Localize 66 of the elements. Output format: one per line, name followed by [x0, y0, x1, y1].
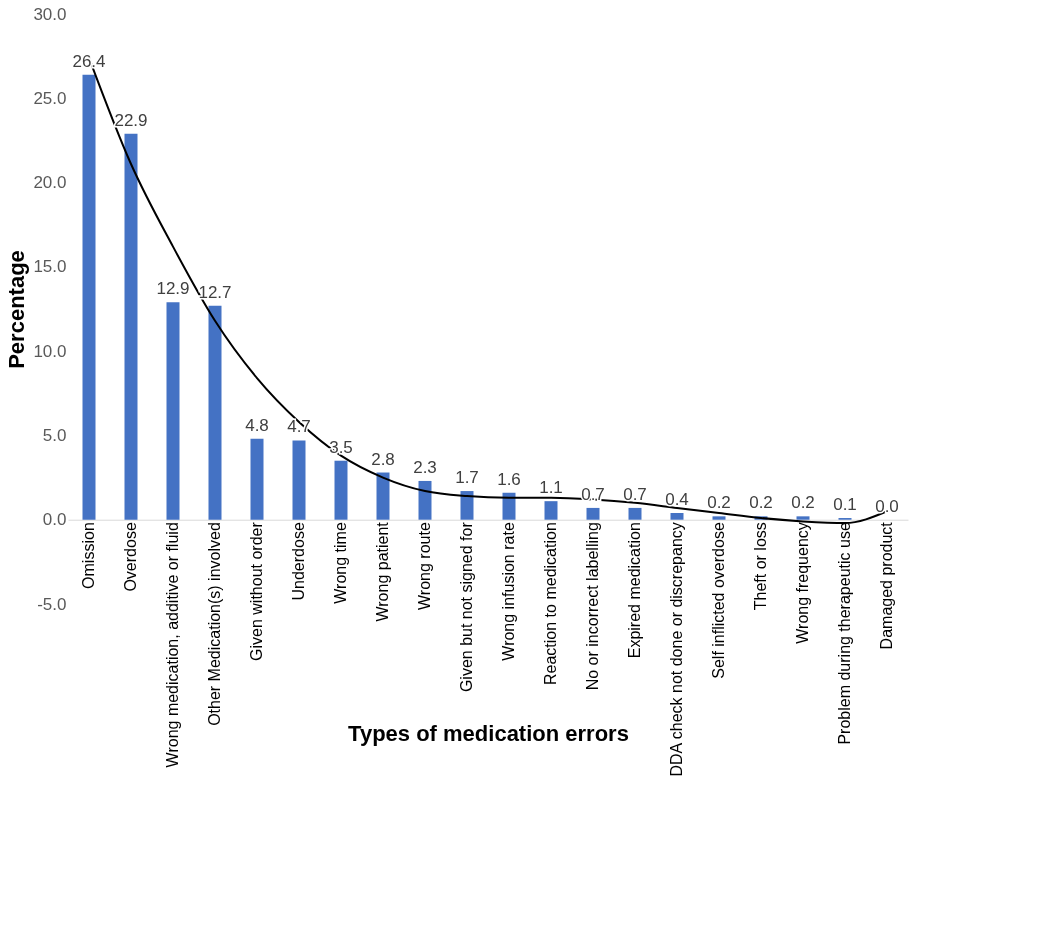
- y-tick-label: 20.0: [33, 173, 67, 193]
- x-tick-label: Wrong medication, additive or fluid: [164, 522, 181, 768]
- bar: [712, 516, 726, 520]
- x-tick-label: Other Medication(s) involved: [206, 522, 223, 726]
- data-label: 1.7: [455, 468, 479, 488]
- bar: [796, 516, 810, 520]
- x-tick-label: Theft or loss: [752, 522, 769, 611]
- bar: [250, 438, 264, 520]
- data-label: 0.7: [581, 484, 605, 504]
- y-tick-label: 25.0: [33, 88, 67, 108]
- x-tick-label: Given without order: [248, 521, 265, 661]
- data-label: 2.3: [413, 457, 437, 477]
- y-tick-label: 0.0: [42, 510, 67, 530]
- x-tick-label: Omission: [80, 522, 97, 589]
- data-label: 12.7: [198, 282, 232, 302]
- bar: [124, 133, 138, 520]
- bar: [460, 491, 474, 520]
- x-tick-label: Self inflicted overdose: [710, 522, 727, 679]
- data-label: 0.2: [707, 493, 731, 513]
- bar: [418, 480, 432, 520]
- data-label: 0.1: [833, 495, 857, 515]
- data-label: 4.8: [245, 415, 269, 435]
- bar: [670, 512, 684, 520]
- y-tick-label: -5.0: [37, 594, 67, 614]
- bar: [586, 507, 600, 520]
- data-label: 0.2: [749, 493, 773, 513]
- x-tick-label: No or incorrect labelling: [584, 522, 601, 691]
- x-tick-label: Wrong patient: [374, 521, 391, 622]
- data-label: 3.5: [329, 437, 353, 457]
- data-label: 0.0: [875, 496, 899, 516]
- x-tick-label: Overdose: [122, 522, 139, 592]
- x-tick-label: Wrong infusion rate: [500, 522, 517, 661]
- bar: [376, 472, 390, 520]
- bar: [334, 460, 348, 520]
- bar: [544, 501, 558, 520]
- x-tick-label: Wrong frequency: [794, 522, 811, 644]
- x-tick-label: Given but not signed for: [458, 521, 475, 693]
- y-tick-label: 30.0: [33, 4, 67, 24]
- x-axis-title: Types of medication errors: [348, 721, 629, 747]
- x-tick-label: Expired medication: [626, 522, 643, 659]
- data-label: 1.6: [497, 469, 521, 489]
- data-label: 0.2: [791, 493, 815, 513]
- data-label: 22.9: [114, 110, 148, 130]
- x-tick-label: Wrong time: [332, 522, 349, 604]
- data-label: 2.8: [371, 449, 395, 469]
- data-label: 0.7: [623, 484, 647, 504]
- y-tick-label: 10.0: [33, 341, 67, 361]
- data-label: 12.9: [156, 279, 190, 299]
- bar: [502, 492, 516, 520]
- x-tick-label: Wrong route: [416, 522, 433, 610]
- bar: [292, 440, 306, 520]
- data-label: 0.4: [665, 489, 689, 509]
- bar: [208, 305, 222, 520]
- y-axis-title: Percentage: [4, 250, 30, 369]
- bar: [628, 507, 642, 520]
- data-label: 1.1: [539, 478, 563, 498]
- y-tick-label: 15.0: [33, 257, 67, 277]
- x-tick-label: Damaged product: [878, 521, 895, 650]
- x-tick-label: Underdose: [290, 522, 307, 601]
- bar: [82, 74, 96, 520]
- x-tick-label: Reaction to medication: [542, 522, 559, 685]
- x-tick-label: DDA check not done or discrepancy: [668, 522, 685, 777]
- x-tick-label: Problem during therapeutic use: [836, 522, 853, 745]
- y-tick-label: 5.0: [42, 425, 67, 445]
- data-label: 26.4: [72, 51, 106, 71]
- bar: [166, 302, 180, 520]
